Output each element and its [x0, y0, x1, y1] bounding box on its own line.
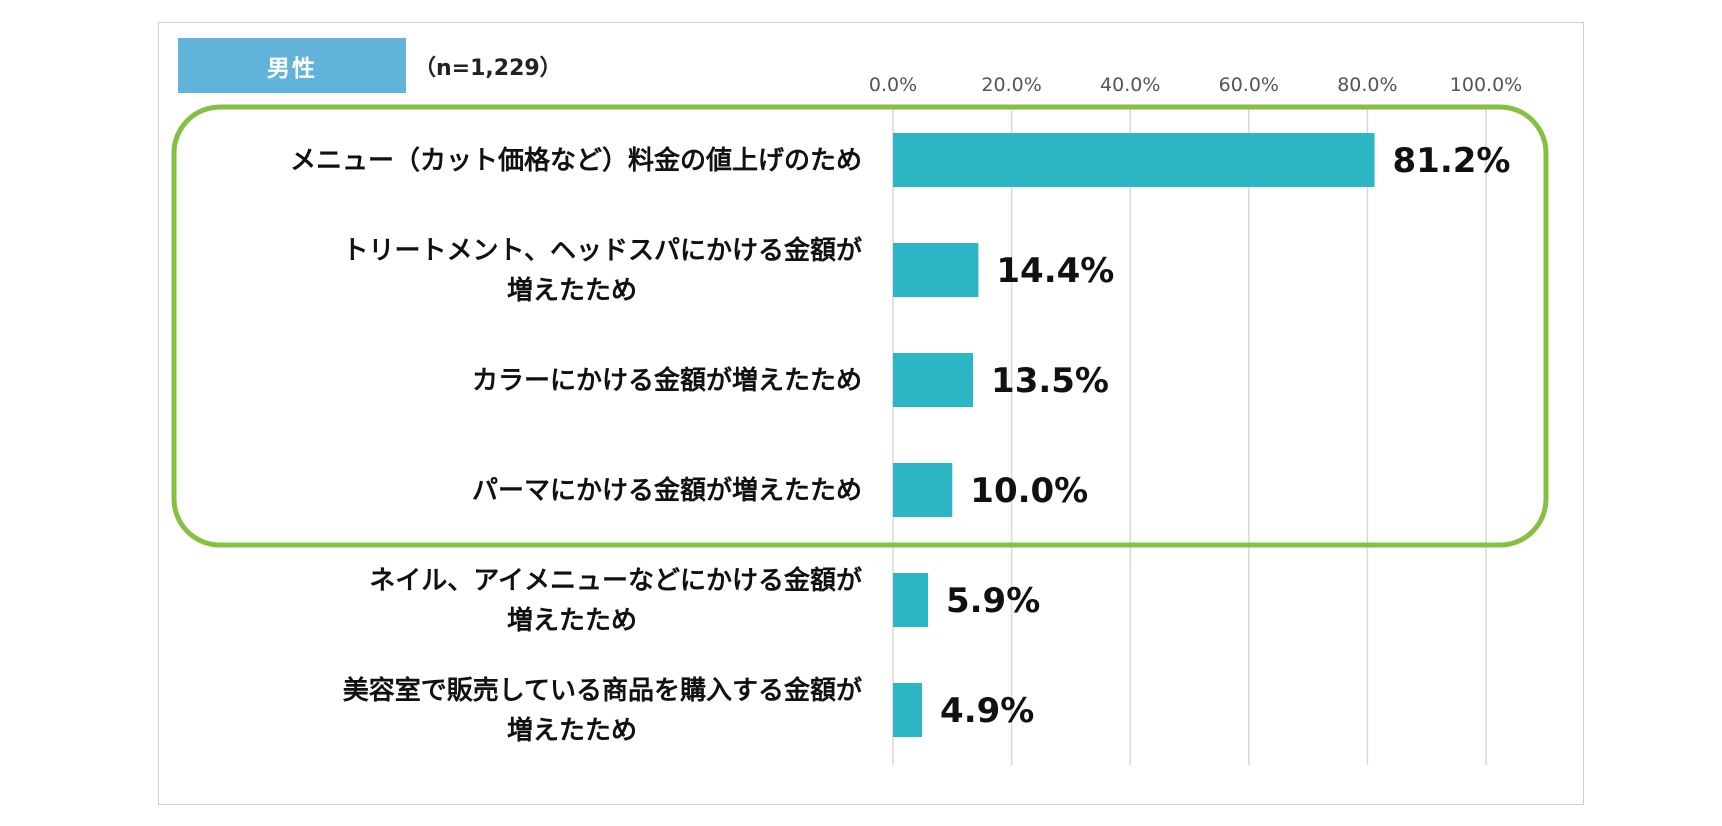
- gender-badge: 男性: [178, 38, 406, 93]
- data-label: 81.2%: [1393, 141, 1511, 181]
- bar: [893, 243, 979, 297]
- sample-size-label: （n=1,229）: [414, 56, 562, 81]
- category-label: 増えたため: [507, 276, 637, 306]
- category-label: ネイル、アイメニューなどにかける金額が: [369, 565, 862, 596]
- data-label: 5.9%: [946, 581, 1040, 621]
- category-label: 増えたため: [507, 606, 637, 636]
- x-tick-label: 0.0%: [869, 74, 917, 96]
- data-label: 13.5%: [991, 361, 1109, 401]
- x-tick-label: 100.0%: [1450, 74, 1522, 96]
- x-tick-label: 80.0%: [1337, 74, 1397, 96]
- category-label: 美容室で販売している商品を購入する金額が: [343, 675, 862, 706]
- category-label: 増えたため: [507, 716, 637, 746]
- category-label: メニュー（カット価格など）料金の値上げのため: [290, 145, 862, 176]
- bar: [893, 133, 1375, 187]
- category-label: パーマにかける金額が増えたため: [472, 475, 862, 506]
- category-label: トリートメント、ヘッドスパにかける金額が: [343, 235, 862, 266]
- category-label: カラーにかける金額が増えたため: [472, 365, 862, 396]
- data-label: 14.4%: [996, 251, 1114, 291]
- x-tick-label: 60.0%: [1219, 74, 1279, 96]
- data-label: 10.0%: [970, 471, 1088, 511]
- x-tick-label: 20.0%: [981, 74, 1041, 96]
- bar: [893, 573, 928, 627]
- highlight-box: [171, 104, 1549, 548]
- bar: [893, 353, 974, 407]
- data-label: 4.9%: [940, 691, 1034, 731]
- bar: [893, 683, 923, 737]
- x-tick-label: 40.0%: [1100, 74, 1160, 96]
- bar: [893, 463, 953, 517]
